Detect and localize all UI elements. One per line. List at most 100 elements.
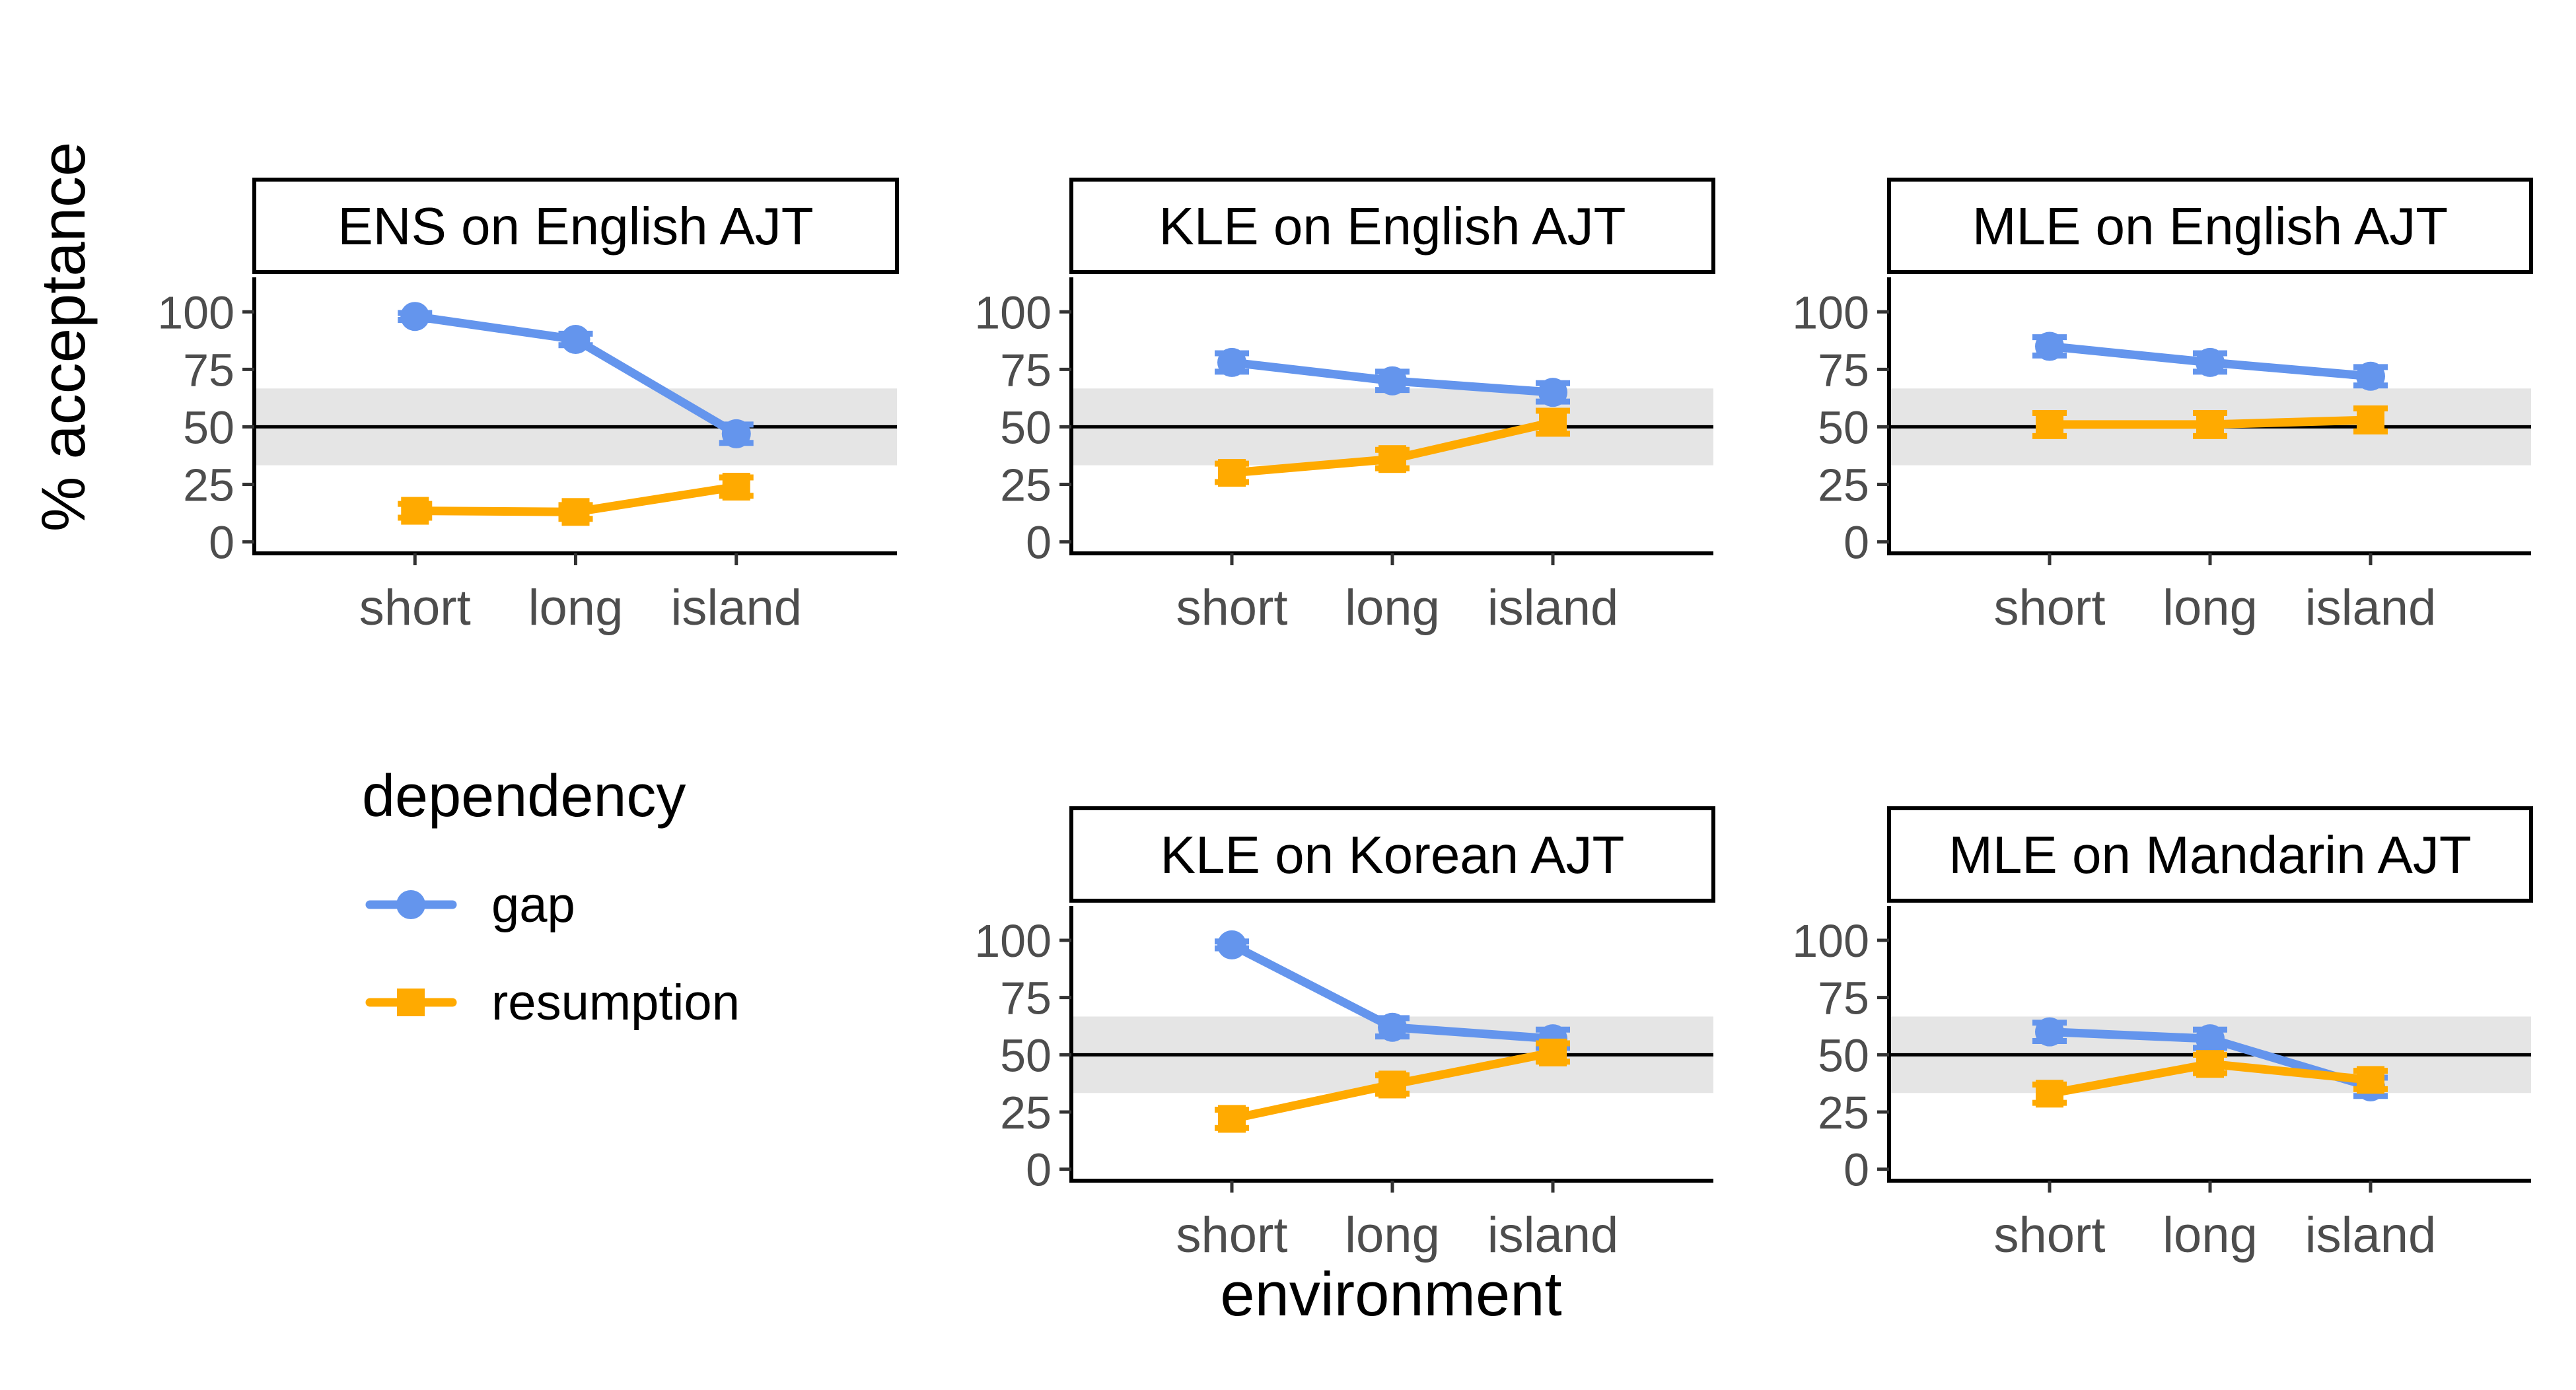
data-point xyxy=(2196,347,2225,377)
y-tick-label: 25 xyxy=(183,460,234,511)
series-resumption xyxy=(2032,405,2388,439)
y-tick-label: 100 xyxy=(974,287,1052,338)
legend-title: dependency xyxy=(362,763,686,829)
data-point xyxy=(401,497,429,525)
x-tick-label: short xyxy=(1994,580,2106,636)
y-tick-label: 0 xyxy=(1843,517,1869,569)
x-tick-label: short xyxy=(359,580,471,636)
y-tick-label: 100 xyxy=(1792,915,1869,967)
data-point xyxy=(1539,408,1567,436)
x-tick-label: long xyxy=(1345,1207,1440,1263)
x-tick-label: short xyxy=(1176,580,1288,636)
y-tick-label: 50 xyxy=(1000,1029,1052,1081)
y-tick-label: 50 xyxy=(1000,401,1052,453)
y-tick-label: 50 xyxy=(1818,1029,1869,1081)
data-point xyxy=(721,419,751,448)
data-point xyxy=(400,302,430,331)
y-tick-label: 75 xyxy=(1000,973,1052,1024)
data-point xyxy=(1538,378,1567,407)
y-tick-label: 75 xyxy=(1818,973,1869,1024)
data-point xyxy=(1218,459,1246,487)
data-point xyxy=(2357,1066,2384,1094)
y-tick-label: 0 xyxy=(1843,1144,1869,1196)
data-point xyxy=(1378,1070,1406,1099)
y-tick-label: 0 xyxy=(209,517,234,569)
data-point xyxy=(1217,347,1246,377)
y-tick-label: 0 xyxy=(1026,517,1052,569)
x-tick-label: long xyxy=(1345,580,1440,636)
y-tick-label: 100 xyxy=(157,287,234,338)
x-tick-label: long xyxy=(528,580,624,636)
y-tick-label: 100 xyxy=(974,915,1052,967)
y-tick-label: 75 xyxy=(1000,344,1052,396)
x-tick-label: island xyxy=(1487,1207,1619,1263)
y-tick-label: 50 xyxy=(183,401,234,453)
data-point xyxy=(1217,930,1246,959)
data-point xyxy=(2035,331,2064,361)
panel-title: KLE on Korean AJT xyxy=(1161,825,1625,884)
x-tick-label: long xyxy=(2163,1207,2258,1263)
x-tick-label: island xyxy=(2305,580,2437,636)
panel-strip xyxy=(1887,806,2533,903)
data-point xyxy=(2036,410,2063,438)
y-tick-label: 0 xyxy=(1026,1144,1052,1196)
data-point xyxy=(2196,410,2224,438)
data-point xyxy=(1378,366,1407,396)
y-tick-label: 75 xyxy=(183,344,234,396)
legend-square-icon xyxy=(397,989,425,1016)
y-tick-label: 25 xyxy=(1000,1087,1052,1138)
panel-title: MLE on English AJT xyxy=(1972,197,2448,256)
panel-title: MLE on Mandarin AJT xyxy=(1949,825,2471,884)
series-resumption xyxy=(1215,1038,1570,1133)
y-tick-label: 50 xyxy=(1818,401,1869,453)
legend: dependency gap resumption xyxy=(362,763,740,1031)
x-axis-title: environment xyxy=(1220,1259,1561,1329)
data-point xyxy=(1539,1038,1567,1066)
x-tick-label: island xyxy=(1487,580,1619,636)
x-tick-label: island xyxy=(670,580,802,636)
data-point xyxy=(1218,1105,1246,1133)
data-point xyxy=(1378,445,1406,473)
data-point xyxy=(2196,1050,2224,1078)
panel-strip xyxy=(252,178,899,274)
data-point xyxy=(2036,1080,2063,1108)
series-gap xyxy=(398,302,754,448)
legend-entry-resumption: resumption xyxy=(365,975,740,1031)
legend-entry-gap: gap xyxy=(365,877,575,933)
data-point xyxy=(2356,361,2385,391)
y-tick-label: 25 xyxy=(1818,1087,1869,1138)
series-resumption xyxy=(1215,407,1570,487)
x-tick-label: short xyxy=(1994,1207,2106,1263)
data-point xyxy=(2357,405,2384,434)
panel-title: ENS on English AJT xyxy=(338,197,813,256)
data-point xyxy=(561,498,590,526)
panel-strip xyxy=(1069,806,1715,903)
y-tick-label: 75 xyxy=(1818,344,1869,396)
panel-title: KLE on English AJT xyxy=(1159,197,1626,256)
y-tick-label: 25 xyxy=(1818,460,1869,511)
y-axis-title: % acceptance xyxy=(28,142,98,532)
data-point xyxy=(561,325,590,355)
x-tick-label: short xyxy=(1176,1207,1288,1263)
y-tick-label: 100 xyxy=(1792,287,1869,338)
legend-entries: gap resumption xyxy=(365,877,740,1031)
series-resumption xyxy=(2032,1050,2388,1108)
legend-circle-icon xyxy=(396,890,425,919)
series-gap xyxy=(2032,331,2388,391)
series-gap xyxy=(1215,347,1570,407)
data-point xyxy=(1378,1012,1407,1042)
data-point xyxy=(2196,1024,2225,1054)
panel-strip xyxy=(1069,178,1715,274)
legend-label: resumption xyxy=(491,975,740,1031)
series-resumption xyxy=(398,472,754,526)
x-tick-label: long xyxy=(2163,580,2258,636)
x-tick-label: island xyxy=(2305,1207,2437,1263)
